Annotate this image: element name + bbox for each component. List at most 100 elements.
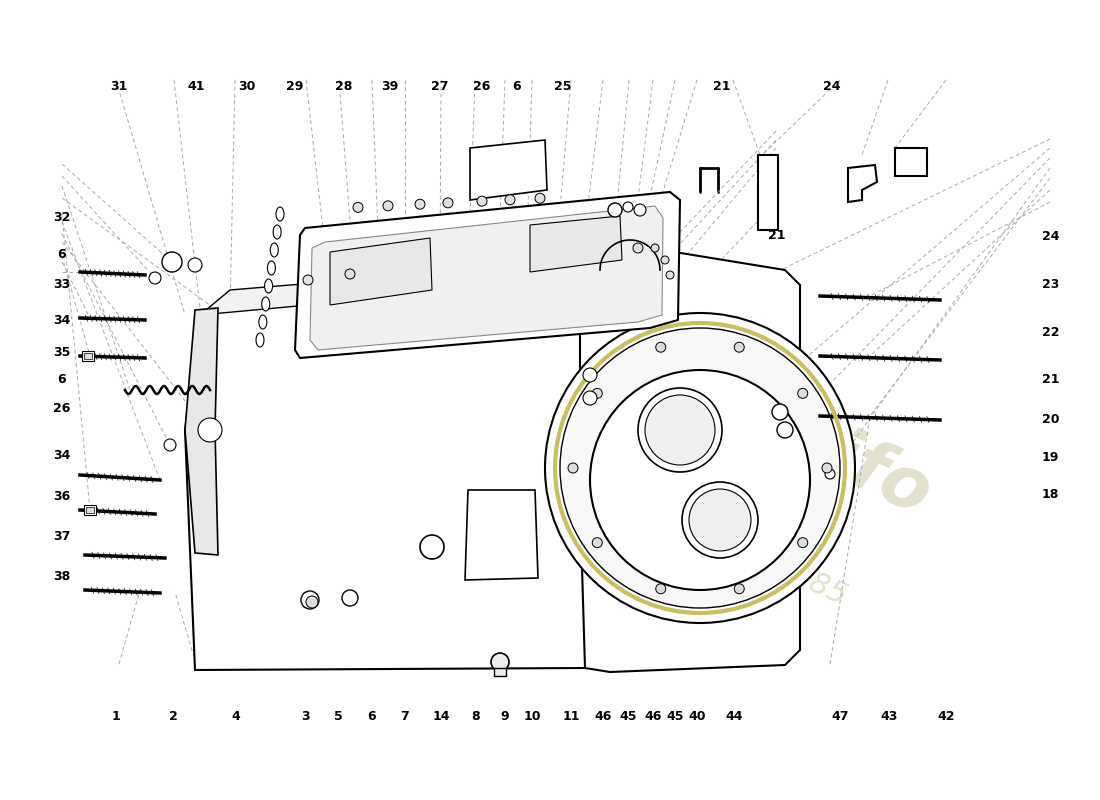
Ellipse shape — [256, 333, 264, 347]
Text: 3: 3 — [301, 710, 310, 722]
Circle shape — [689, 489, 751, 551]
Text: 18: 18 — [1042, 488, 1059, 501]
Text: eurotifo: eurotifo — [618, 330, 943, 530]
Circle shape — [148, 272, 161, 284]
Polygon shape — [185, 308, 218, 555]
Circle shape — [592, 538, 603, 548]
Text: 26: 26 — [53, 402, 70, 414]
Text: 10: 10 — [524, 710, 541, 722]
Ellipse shape — [276, 207, 284, 221]
Text: 35: 35 — [53, 346, 70, 358]
Text: 17: 17 — [768, 507, 785, 520]
Text: 45: 45 — [667, 710, 684, 722]
Circle shape — [682, 482, 758, 558]
Text: 44: 44 — [725, 710, 742, 722]
Circle shape — [734, 584, 745, 594]
Text: 37: 37 — [53, 530, 70, 542]
Text: 20: 20 — [1042, 413, 1059, 426]
Text: 39: 39 — [381, 80, 398, 93]
Text: 47: 47 — [832, 710, 849, 722]
Circle shape — [505, 194, 515, 205]
Circle shape — [383, 201, 393, 211]
Text: 31: 31 — [110, 80, 128, 93]
Circle shape — [560, 328, 840, 608]
Ellipse shape — [273, 225, 282, 239]
Polygon shape — [200, 258, 615, 315]
Circle shape — [544, 313, 855, 623]
Text: 8: 8 — [471, 710, 480, 722]
Circle shape — [535, 194, 544, 203]
Circle shape — [302, 275, 313, 285]
Text: 46: 46 — [594, 710, 612, 722]
Circle shape — [491, 653, 509, 671]
Circle shape — [645, 395, 715, 465]
Circle shape — [734, 342, 745, 352]
Text: 24: 24 — [823, 80, 840, 93]
Text: 36: 36 — [53, 490, 70, 502]
Text: 11: 11 — [562, 710, 580, 722]
Text: 19: 19 — [1042, 451, 1059, 464]
Polygon shape — [330, 238, 432, 305]
Circle shape — [306, 596, 318, 608]
Circle shape — [568, 463, 578, 473]
Text: 6: 6 — [57, 248, 66, 261]
Circle shape — [666, 271, 674, 279]
Polygon shape — [465, 490, 538, 580]
Text: 33: 33 — [53, 278, 70, 291]
Text: 30: 30 — [238, 80, 255, 93]
Text: 28: 28 — [334, 80, 352, 93]
Bar — [82, 351, 94, 361]
Circle shape — [342, 590, 358, 606]
Circle shape — [632, 243, 644, 253]
Polygon shape — [295, 192, 680, 358]
Circle shape — [583, 368, 597, 382]
Text: 6: 6 — [367, 710, 376, 722]
Circle shape — [656, 584, 666, 594]
Polygon shape — [848, 165, 877, 202]
Circle shape — [198, 418, 222, 442]
Text: 26: 26 — [473, 80, 491, 93]
Circle shape — [634, 204, 646, 216]
Circle shape — [164, 439, 176, 451]
Circle shape — [583, 391, 597, 405]
Polygon shape — [185, 280, 592, 670]
Text: 34: 34 — [53, 450, 70, 462]
Circle shape — [661, 256, 669, 264]
Circle shape — [772, 404, 788, 420]
Text: 4: 4 — [231, 710, 240, 722]
Circle shape — [623, 202, 632, 212]
Text: 15: 15 — [768, 555, 785, 568]
Circle shape — [188, 258, 202, 272]
Text: 42: 42 — [937, 710, 955, 722]
Bar — [84, 353, 92, 359]
Polygon shape — [530, 216, 621, 272]
Text: 14: 14 — [432, 710, 450, 722]
Text: 38: 38 — [53, 570, 70, 582]
Polygon shape — [310, 206, 663, 350]
Circle shape — [477, 196, 487, 206]
Text: 6: 6 — [513, 80, 521, 93]
Circle shape — [798, 388, 807, 398]
Ellipse shape — [267, 261, 275, 275]
Ellipse shape — [271, 243, 278, 257]
Text: 27: 27 — [431, 80, 449, 93]
Text: 21: 21 — [713, 80, 730, 93]
Bar — [86, 507, 94, 513]
Text: 46: 46 — [645, 710, 662, 722]
Text: 29: 29 — [286, 80, 304, 93]
Text: 21: 21 — [768, 229, 785, 242]
Text: 41: 41 — [187, 80, 205, 93]
Circle shape — [798, 538, 807, 548]
Circle shape — [777, 422, 793, 438]
Polygon shape — [470, 140, 547, 200]
Circle shape — [638, 388, 722, 472]
Text: 45: 45 — [619, 710, 637, 722]
Circle shape — [301, 591, 319, 609]
Circle shape — [420, 535, 444, 559]
Circle shape — [415, 199, 425, 210]
Circle shape — [825, 469, 835, 479]
Text: 21: 21 — [1042, 373, 1059, 386]
Text: 22: 22 — [1042, 326, 1059, 339]
Ellipse shape — [265, 279, 273, 293]
Circle shape — [162, 252, 182, 272]
